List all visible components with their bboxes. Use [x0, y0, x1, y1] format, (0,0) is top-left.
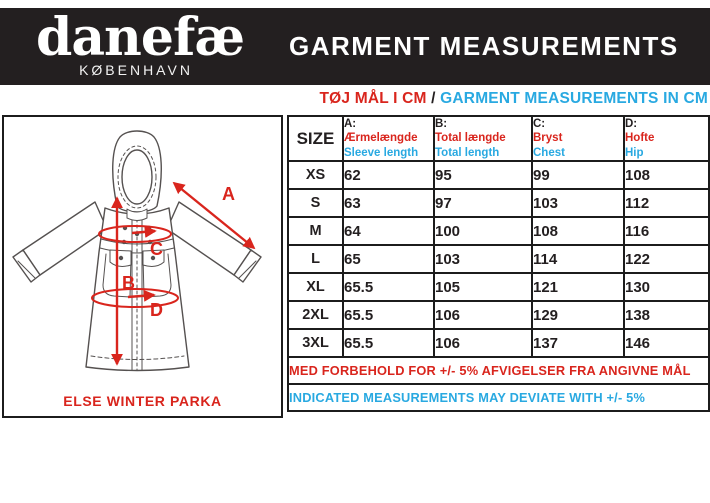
size-cell: L — [287, 244, 344, 275]
brand-logo: danefæ KØBENHAVN — [36, 7, 245, 79]
measure-label-d: D — [150, 300, 163, 320]
column-letter: D: — [625, 118, 638, 130]
value-cell: 108 — [531, 216, 625, 247]
value-cell: 130 — [623, 272, 710, 303]
value-cell: 106 — [433, 300, 533, 331]
size-cell: XL — [287, 272, 344, 303]
table-row: 3XL 65.5 106 137 146 — [287, 328, 710, 359]
size-cell: 2XL — [287, 300, 344, 331]
column-english: Chest — [533, 146, 565, 159]
value-cell: 65.5 — [342, 272, 435, 303]
table-header-row: SIZE A: Ærmelængde Sleeve length B: Tota… — [287, 114, 710, 163]
value-cell: 63 — [342, 188, 435, 219]
value-cell: 64 — [342, 216, 435, 247]
table-row: XS 62 95 99 108 — [287, 160, 710, 191]
tolerance-note-english: INDICATED MEASUREMENTS MAY DEVIATE WITH … — [287, 383, 710, 413]
value-cell: 108 — [623, 160, 710, 191]
value-cell: 138 — [623, 300, 710, 331]
value-cell: 116 — [623, 216, 710, 247]
value-cell: 137 — [531, 328, 625, 359]
product-name: ELSE WINTER PARKA — [63, 393, 222, 409]
note-row-english: INDICATED MEASUREMENTS MAY DEVIATE WITH … — [287, 383, 710, 413]
subtitle-danish: TØJ MÅL I CM — [319, 90, 427, 107]
tolerance-note-danish: MED FORBEHOLD FOR +/- 5% AFVIGELSER FRA … — [287, 356, 710, 386]
column-danish: Hofte — [625, 132, 655, 145]
measure-label-c: C — [150, 239, 163, 259]
value-cell: 112 — [623, 188, 710, 219]
value-cell: 129 — [531, 300, 625, 331]
measure-label-b: B — [122, 273, 135, 293]
table-row: XL 65.5 105 121 130 — [287, 272, 710, 303]
column-header-d: D: Hofte Hip — [623, 114, 710, 163]
table-row: S 63 97 103 112 — [287, 188, 710, 219]
measure-label-a: A — [222, 184, 235, 204]
table-subtitle: TØJ MÅL I CM / GARMENT MEASUREMENTS IN C… — [0, 90, 708, 108]
brand-header-bar: danefæ KØBENHAVN GARMENT MEASUREMENTS — [0, 8, 710, 85]
column-header-c: C: Bryst Chest — [531, 114, 625, 163]
parka-diagram: A B C D — [12, 130, 262, 372]
column-danish: Ærmelængde — [344, 132, 418, 145]
value-cell: 65.5 — [342, 300, 435, 331]
value-cell: 95 — [433, 160, 533, 191]
size-cell: 3XL — [287, 328, 344, 359]
brand-logo-subtext: KØBENHAVN — [79, 62, 193, 78]
value-cell: 99 — [531, 160, 625, 191]
measurements-table: SIZE A: Ærmelængde Sleeve length B: Tota… — [287, 114, 710, 413]
value-cell: 106 — [433, 328, 533, 359]
column-english: Total length — [435, 146, 500, 159]
value-cell: 97 — [433, 188, 533, 219]
column-letter: A: — [344, 118, 357, 130]
subtitle-separator: / — [426, 90, 441, 107]
value-cell: 122 — [623, 244, 710, 275]
column-header-a: A: Ærmelængde Sleeve length — [342, 114, 435, 163]
column-danish: Total længde — [435, 132, 506, 145]
size-cell: M — [287, 216, 344, 247]
value-cell: 121 — [531, 272, 625, 303]
column-header-b: B: Total længde Total length — [433, 114, 533, 163]
value-cell: 105 — [433, 272, 533, 303]
value-cell: 114 — [531, 244, 625, 275]
value-cell: 62 — [342, 160, 435, 191]
brand-logo-text: danefæ — [36, 7, 245, 68]
value-cell: 146 — [623, 328, 710, 359]
column-english: Sleeve length — [344, 146, 419, 159]
column-letter: B: — [435, 118, 448, 130]
size-cell: S — [287, 188, 344, 219]
subtitle-english: GARMENT MEASUREMENTS IN CM — [440, 90, 708, 107]
page-title: GARMENT MEASUREMENTS — [289, 31, 679, 61]
value-cell: 65.5 — [342, 328, 435, 359]
table-row: L 65 103 114 122 — [287, 244, 710, 275]
table-row: 2XL 65.5 106 129 138 — [287, 300, 710, 331]
column-header-size: SIZE — [287, 114, 344, 163]
column-danish: Bryst — [533, 132, 563, 145]
column-letter: C: — [533, 118, 546, 130]
table-row: M 64 100 108 116 — [287, 216, 710, 247]
note-row-danish: MED FORBEHOLD FOR +/- 5% AFVIGELSER FRA … — [287, 356, 710, 386]
value-cell: 65 — [342, 244, 435, 275]
column-english: Hip — [625, 146, 644, 159]
value-cell: 103 — [433, 244, 533, 275]
value-cell: 100 — [433, 216, 533, 247]
size-cell: XS — [287, 160, 344, 191]
value-cell: 103 — [531, 188, 625, 219]
garment-diagram-panel: A B C D ELSE WINTER PARKA — [2, 115, 283, 418]
